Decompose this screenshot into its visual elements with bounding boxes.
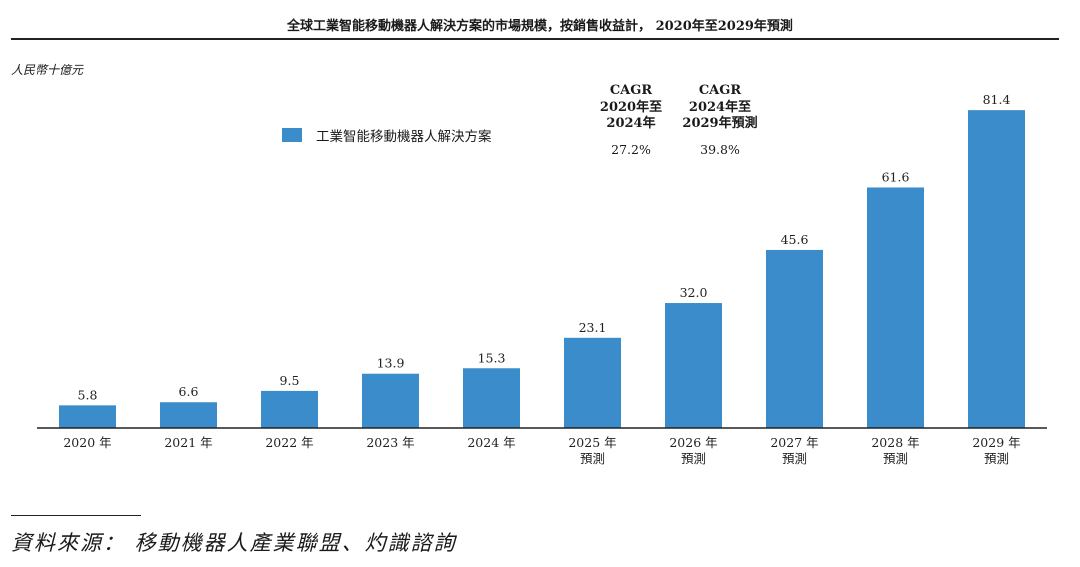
x-tick-label: 2028 年預測 [871, 435, 919, 466]
cagr-heading: CAGR 2024年至 2029年預測 [682, 83, 758, 131]
bar [59, 405, 116, 428]
bar-value-label: 81.4 [983, 92, 1011, 107]
bar [665, 303, 722, 428]
cagr-value: 39.8% [700, 141, 740, 157]
x-tick-label: 2024 年 [467, 435, 515, 450]
bar [564, 337, 621, 428]
bar [463, 368, 520, 428]
legend-label: 工業智能移動機器人解決方案 [316, 129, 492, 145]
bar-value-label: 32.0 [680, 285, 708, 300]
x-tick-label: 2026 年預測 [669, 435, 717, 466]
x-tick-label: 2029 年預測 [972, 435, 1020, 466]
bar [261, 390, 318, 428]
bar-value-label: 6.6 [179, 384, 199, 399]
x-tick-label: 2023 年 [366, 435, 414, 450]
cagr-heading: CAGR 2020年至 2024年 [599, 83, 663, 131]
bar-value-label: 61.6 [882, 169, 910, 184]
cagr-block-2024-2029: CAGR 2024年至 2029年預測 39.8% [670, 83, 770, 157]
bar [867, 187, 924, 428]
unit-label: 人民幣十億元 [11, 63, 84, 77]
chart-title: 全球工業智能移動機器人解決方案的市場規模，按銷售收益計， 2020年至2029年… [287, 19, 793, 34]
x-tick-label: 2020 年 [63, 435, 111, 450]
cagr-block-2020-2024: CAGR 2020年至 2024年 27.2% [581, 83, 681, 157]
x-tick-label: 2027 年預測 [770, 435, 818, 466]
bar-value-label: 45.6 [781, 232, 809, 247]
bar [766, 249, 823, 428]
cagr-value: 27.2% [611, 141, 651, 157]
bar-value-label: 13.9 [377, 356, 405, 371]
legend-swatch [282, 128, 302, 142]
source-divider [11, 515, 141, 516]
x-tick-label: 2025 年預測 [568, 435, 616, 466]
source-note: 資料來源： 移動機器人產業聯盟、灼識諮詢 [11, 531, 457, 555]
bar-value-label: 15.3 [478, 350, 506, 365]
x-tick-label: 2022 年 [265, 435, 313, 450]
legend: 工業智能移動機器人解決方案 [282, 125, 492, 145]
title-divider [11, 38, 1059, 40]
bar-value-label: 23.1 [579, 320, 607, 335]
bar [160, 402, 217, 428]
bar-value-label: 5.8 [78, 387, 98, 402]
bar [362, 373, 419, 428]
bar [968, 110, 1025, 429]
bar-value-label: 9.5 [280, 373, 300, 388]
bar-chart: 5.8 2020 年 6.6 2021 年 9.5 2022 年 13.9 2023 年 15.… [37, 92, 1047, 466]
x-tick-label: 2021 年 [164, 435, 212, 450]
